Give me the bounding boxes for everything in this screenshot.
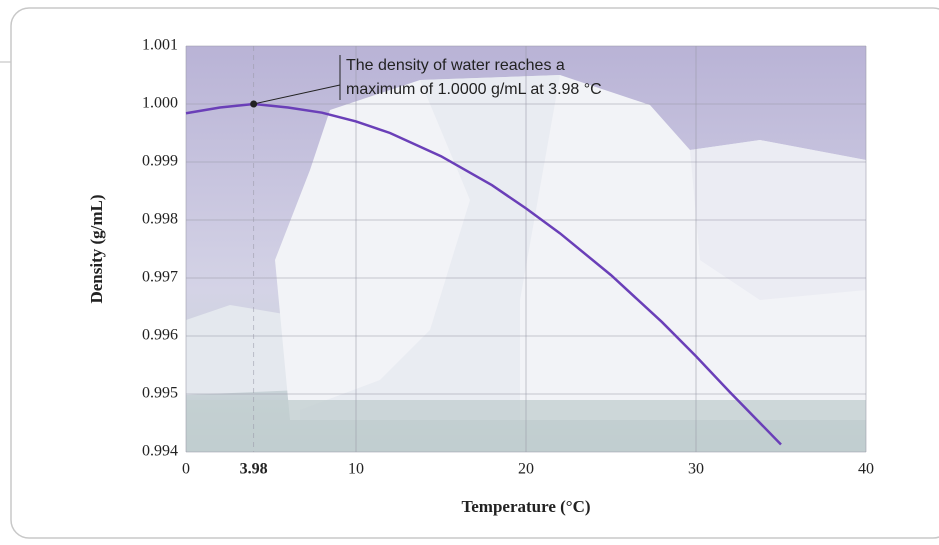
y-tick-label: 1.000	[142, 95, 178, 112]
y-tick-label: 1.001	[142, 37, 178, 54]
y-tick-label: 0.999	[142, 153, 178, 170]
x-tick-label: 0	[182, 461, 190, 478]
line	[185, 102, 782, 446]
y-tick-label: 0.994	[142, 443, 178, 460]
max-point	[250, 100, 258, 108]
y-tick-label: 0.997	[142, 269, 178, 286]
x-tick-label: 40	[858, 461, 874, 478]
annotation-leader	[253, 84, 341, 105]
x-tick-label: 3.98	[240, 461, 268, 478]
x-axis-title: Temperature (°C)	[461, 497, 590, 516]
annotation: The density of water reaches a	[346, 57, 565, 74]
x-tick-label: 10	[348, 461, 364, 478]
y-axis-title: Density (g/mL)	[87, 194, 106, 303]
annotation: maximum of 1.0000 g/mL at 3.98 °C	[346, 81, 602, 98]
y-tick-label: 0.996	[142, 327, 178, 344]
x-tick-label: 30	[688, 461, 704, 478]
y-tick-label: 0.995	[142, 385, 178, 402]
y-tick-label: 0.998	[142, 211, 178, 228]
x-tick-label: 20	[518, 461, 534, 478]
